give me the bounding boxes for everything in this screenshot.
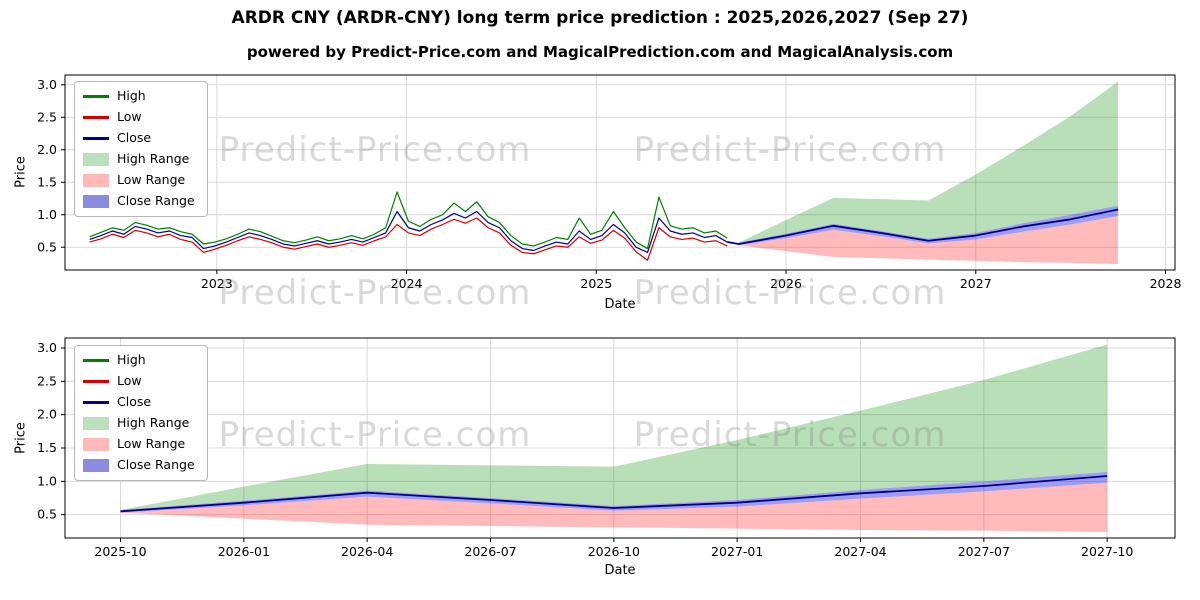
bottom-chart-xlabel: Date: [604, 563, 636, 578]
legend-patch-swatch: [83, 438, 109, 451]
svg-text:2.0: 2.0: [37, 407, 57, 422]
subtitle: powered by Predict-Price.com and Magical…: [246, 43, 954, 61]
top-chart-ylabel: Price: [13, 156, 29, 188]
legend-patch-swatch: [83, 174, 109, 187]
legend-line-swatch: [83, 116, 109, 119]
legend-line-swatch: [83, 401, 109, 404]
svg-text:2024: 2024: [391, 276, 423, 291]
legend-item-high-range: High Range: [83, 415, 195, 432]
watermark-text: Predict-Price.com: [633, 415, 947, 455]
svg-text:0.5: 0.5: [37, 239, 57, 254]
svg-text:2.5: 2.5: [37, 373, 57, 388]
svg-text:3.0: 3.0: [37, 77, 57, 92]
svg-text:2026-07: 2026-07: [464, 544, 516, 559]
legend-line-swatch: [83, 359, 109, 362]
svg-text:1.5: 1.5: [37, 440, 57, 455]
svg-text:3.0: 3.0: [37, 340, 57, 355]
legend-label: High Range: [117, 151, 190, 167]
legend-label: Close: [117, 130, 152, 146]
legend-item-high: High: [83, 88, 195, 105]
legend-patch-swatch: [83, 153, 109, 166]
bottom-chart-legend: High Low Close High Range Low Range Close Ran…: [74, 345, 208, 481]
watermark-text: Predict-Price.com: [218, 273, 532, 313]
svg-text:2.0: 2.0: [37, 142, 57, 157]
svg-text:1.0: 1.0: [37, 473, 57, 488]
svg-text:2027-04: 2027-04: [834, 544, 886, 559]
legend-patch-swatch: [83, 195, 109, 208]
legend-item-close: Close: [83, 394, 195, 411]
top-chart-legend: High Low Close High Range Low Range Close Ran…: [74, 81, 208, 217]
top-chart-xlabel: Date: [604, 297, 636, 312]
legend-item-high-range: High Range: [83, 151, 195, 168]
legend-label: High: [117, 88, 146, 104]
legend-patch-swatch: [83, 459, 109, 472]
legend-label: Close: [117, 394, 152, 410]
svg-text:2025: 2025: [580, 276, 612, 291]
legend-label: Low: [117, 373, 142, 389]
svg-text:2028: 2028: [1150, 276, 1182, 291]
legend-label: Close Range: [117, 457, 195, 473]
legend-line-swatch: [83, 380, 109, 383]
svg-text:2026-04: 2026-04: [341, 544, 393, 559]
legend-item-low: Low: [83, 109, 195, 126]
watermark-text: Predict-Price.com: [218, 415, 532, 455]
legend-item-close-range: Close Range: [83, 193, 195, 210]
svg-text:2027-07: 2027-07: [958, 544, 1010, 559]
legend-label: Low Range: [117, 436, 186, 452]
svg-text:1.5: 1.5: [37, 174, 57, 189]
svg-text:2023: 2023: [201, 276, 233, 291]
legend-item-close: Close: [83, 130, 195, 147]
watermark-text: Predict-Price.com: [633, 130, 947, 170]
legend-label: High Range: [117, 415, 190, 431]
svg-text:2026-01: 2026-01: [218, 544, 270, 559]
legend-item-low-range: Low Range: [83, 436, 195, 453]
legend-patch-swatch: [83, 417, 109, 430]
legend-item-close-range: Close Range: [83, 457, 195, 474]
svg-text:2026: 2026: [770, 276, 802, 291]
legend-label: Close Range: [117, 193, 195, 209]
svg-text:2026-10: 2026-10: [588, 544, 640, 559]
svg-text:0.5: 0.5: [37, 507, 57, 522]
legend-item-low-range: Low Range: [83, 172, 195, 189]
legend-line-swatch: [83, 95, 109, 98]
page-title: ARDR CNY (ARDR-CNY) long term price pred…: [231, 8, 969, 28]
legend-item-high: High: [83, 352, 195, 369]
watermark-text: Predict-Price.com: [218, 130, 532, 170]
legend-line-swatch: [83, 137, 109, 140]
svg-text:2027-10: 2027-10: [1081, 544, 1133, 559]
svg-text:2027: 2027: [960, 276, 992, 291]
svg-text:2027-01: 2027-01: [711, 544, 763, 559]
legend-label: High: [117, 352, 146, 368]
svg-text:1.0: 1.0: [37, 207, 57, 222]
legend-label: Low Range: [117, 172, 186, 188]
legend-label: Low: [117, 109, 142, 125]
legend-item-low: Low: [83, 373, 195, 390]
svg-text:2.5: 2.5: [37, 109, 57, 124]
watermark-text: Predict-Price.com: [633, 273, 947, 313]
bottom-chart-ylabel: Price: [13, 422, 29, 454]
svg-text:2025-10: 2025-10: [94, 544, 146, 559]
